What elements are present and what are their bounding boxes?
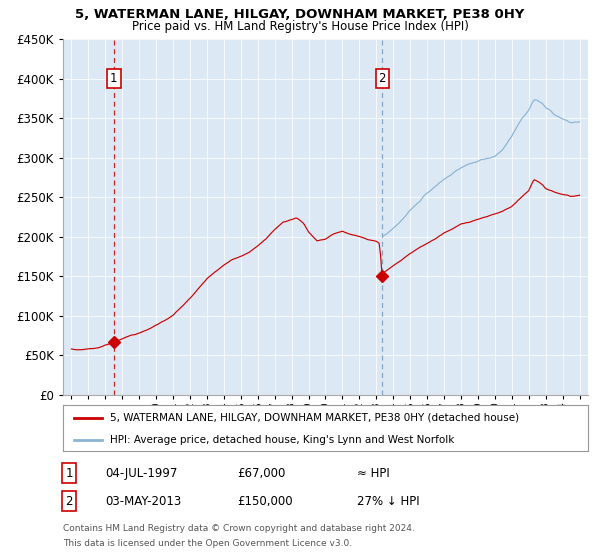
Text: 1: 1 <box>65 466 73 480</box>
Text: £67,000: £67,000 <box>237 466 286 480</box>
Text: ≈ HPI: ≈ HPI <box>357 466 390 480</box>
Text: 27% ↓ HPI: 27% ↓ HPI <box>357 494 419 508</box>
Text: This data is licensed under the Open Government Licence v3.0.: This data is licensed under the Open Gov… <box>63 539 352 548</box>
Text: 2: 2 <box>379 72 386 85</box>
Text: 5, WATERMAN LANE, HILGAY, DOWNHAM MARKET, PE38 0HY (detached house): 5, WATERMAN LANE, HILGAY, DOWNHAM MARKET… <box>110 413 520 423</box>
Text: 2: 2 <box>65 494 73 508</box>
Text: Contains HM Land Registry data © Crown copyright and database right 2024.: Contains HM Land Registry data © Crown c… <box>63 524 415 533</box>
Text: HPI: Average price, detached house, King's Lynn and West Norfolk: HPI: Average price, detached house, King… <box>110 435 455 445</box>
Text: 1: 1 <box>110 72 118 85</box>
Text: Price paid vs. HM Land Registry's House Price Index (HPI): Price paid vs. HM Land Registry's House … <box>131 20 469 32</box>
Text: 5, WATERMAN LANE, HILGAY, DOWNHAM MARKET, PE38 0HY: 5, WATERMAN LANE, HILGAY, DOWNHAM MARKET… <box>76 8 524 21</box>
Text: 03-MAY-2013: 03-MAY-2013 <box>105 494 181 508</box>
Text: £150,000: £150,000 <box>237 494 293 508</box>
Text: 04-JUL-1997: 04-JUL-1997 <box>105 466 178 480</box>
